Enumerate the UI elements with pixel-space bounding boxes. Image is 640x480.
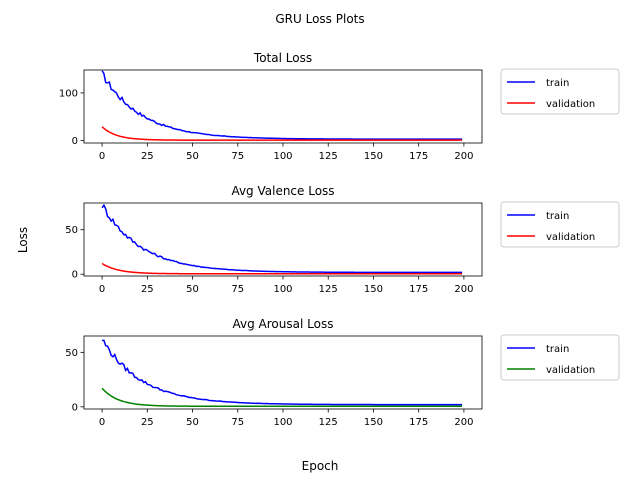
x-tick-label: 50 bbox=[186, 417, 199, 428]
x-tick-label: 150 bbox=[364, 151, 383, 162]
series-line-train bbox=[101, 203, 463, 274]
x-tick-label: 150 bbox=[364, 417, 383, 428]
axes-frame bbox=[83, 69, 483, 144]
x-tick-label: 100 bbox=[273, 151, 292, 162]
subplot-title: Total Loss bbox=[253, 51, 312, 65]
x-tick-label: 100 bbox=[273, 284, 292, 295]
x-tick-label: 175 bbox=[409, 284, 428, 295]
series-line-train bbox=[102, 339, 463, 406]
legend-label-train: train bbox=[546, 78, 569, 89]
x-tick-label: 200 bbox=[454, 417, 473, 428]
series-line-validation bbox=[101, 126, 463, 141]
series-line-validation bbox=[101, 262, 463, 275]
x-tick-label: 125 bbox=[319, 151, 338, 162]
x-tick-label: 125 bbox=[319, 284, 338, 295]
legend-label-train: train bbox=[546, 344, 569, 355]
figure-suptitle: GRU Loss Plots bbox=[275, 12, 364, 26]
x-tick-label: 125 bbox=[319, 417, 338, 428]
legend: train validation bbox=[500, 201, 620, 248]
x-tick-label: 0 bbox=[99, 284, 105, 295]
y-tick-label: 0 bbox=[72, 270, 78, 281]
subplot-1: Total Loss 0 25 50 75 100 125 150 175 200 0 100 trai… bbox=[59, 51, 620, 162]
legend: train validation bbox=[500, 334, 620, 381]
x-tick-label: 200 bbox=[454, 284, 473, 295]
x-tick-label: 175 bbox=[409, 151, 428, 162]
y-tick-label: 0 bbox=[72, 402, 78, 413]
y-tick-label: 50 bbox=[65, 225, 78, 236]
x-tick-label: 0 bbox=[99, 151, 105, 162]
x-tick-label: 25 bbox=[141, 417, 154, 428]
x-tick-label: 150 bbox=[364, 284, 383, 295]
series-line-validation bbox=[101, 387, 463, 408]
axes-frame bbox=[83, 202, 483, 277]
x-tick-label: 200 bbox=[454, 151, 473, 162]
y-tick-label: 0 bbox=[72, 136, 78, 147]
legend-label-validation: validation bbox=[546, 99, 595, 110]
figure-xlabel: Epoch bbox=[302, 459, 339, 473]
x-tick-label: 100 bbox=[273, 417, 292, 428]
subplot-title: Avg Arousal Loss bbox=[233, 317, 334, 331]
x-tick-label: 75 bbox=[231, 284, 244, 295]
y-tick-label: 100 bbox=[59, 88, 78, 99]
subplot-2: Avg Valence Loss 0 25 50 75 100 125 150 175 200 0 5… bbox=[65, 184, 620, 295]
subplot-3: Avg Arousal Loss 0 25 50 75 100 125 150 175 200 0 5… bbox=[65, 317, 620, 428]
series-line-train bbox=[101, 70, 463, 140]
subplot-title: Avg Valence Loss bbox=[231, 184, 334, 198]
x-tick-label: 50 bbox=[186, 284, 199, 295]
x-tick-label: 75 bbox=[231, 151, 244, 162]
y-tick-label: 50 bbox=[65, 348, 78, 359]
legend-label-train: train bbox=[546, 211, 569, 222]
legend-label-validation: validation bbox=[546, 365, 595, 376]
x-tick-label: 0 bbox=[99, 417, 105, 428]
x-tick-label: 175 bbox=[409, 417, 428, 428]
x-tick-label: 25 bbox=[141, 151, 154, 162]
axes-frame bbox=[83, 335, 483, 410]
legend: train validation bbox=[500, 68, 620, 115]
x-tick-label: 25 bbox=[141, 284, 154, 295]
x-tick-label: 50 bbox=[186, 151, 199, 162]
legend-label-validation: validation bbox=[546, 232, 595, 243]
figure-ylabel: Loss bbox=[16, 227, 30, 253]
x-tick-label: 75 bbox=[231, 417, 244, 428]
subplots-container: Total Loss 0 25 50 75 100 125 150 175 200 0 100 trai… bbox=[59, 51, 620, 428]
